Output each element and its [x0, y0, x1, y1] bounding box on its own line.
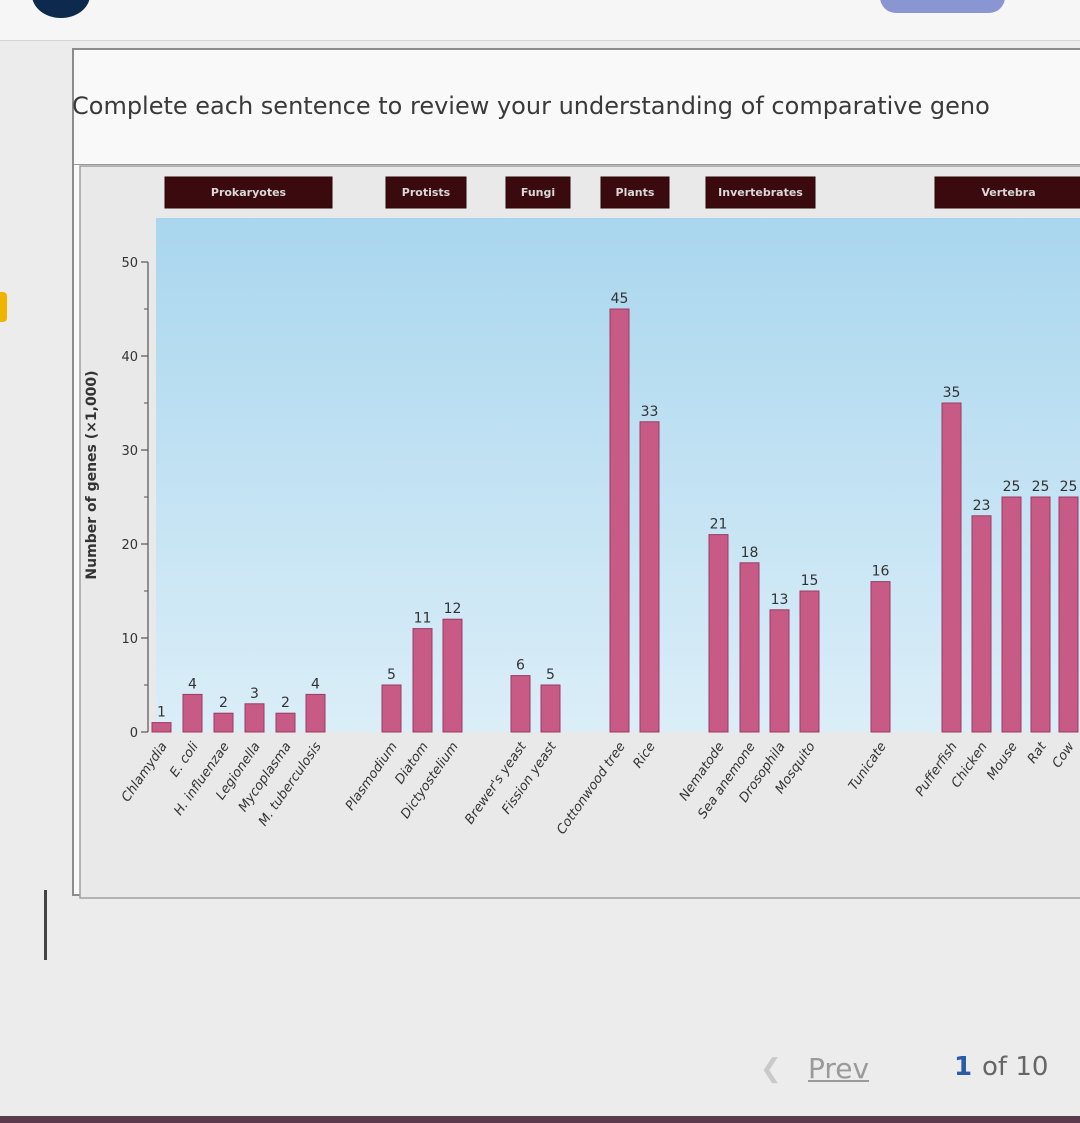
bar-value-label: 3: [250, 686, 259, 702]
bar: [971, 515, 992, 733]
bottom-bar: [0, 1116, 1080, 1123]
bar-value-label: 4: [188, 676, 197, 692]
bar: [182, 693, 203, 733]
bar: [510, 675, 531, 733]
bar: [305, 693, 326, 733]
card-edge: [44, 890, 47, 960]
top-bar: [0, 0, 1080, 41]
bar-value-label: 45: [611, 291, 629, 307]
y-tick-label: 10: [121, 632, 138, 647]
bar-value-label: 5: [546, 667, 555, 683]
bar: [639, 421, 660, 733]
top-action-button[interactable]: [880, 0, 1005, 13]
bar-value-label: 13: [771, 592, 789, 608]
bar-value-label: 33: [641, 404, 659, 420]
bar: [1001, 496, 1022, 733]
y-axis: 0 10 20 30 40 50: [121, 256, 149, 741]
bar-value-label: 12: [444, 601, 462, 617]
prev-button[interactable]: Prev: [808, 1052, 870, 1085]
bar-value-label: 35: [943, 385, 961, 401]
bar: [799, 590, 820, 733]
group-header-box: [505, 176, 571, 209]
chevron-left-icon[interactable]: ❮: [760, 1054, 782, 1084]
group-header-box: [385, 176, 467, 209]
pagination: ❮ Prev 1 of 10: [760, 1050, 1060, 1090]
side-tab-indicator: [0, 292, 7, 322]
bar: [708, 534, 729, 733]
instruction-text: Complete each sentence to review your un…: [72, 92, 990, 120]
group-header-label: Invertebrates: [718, 186, 803, 199]
y-tick-label: 0: [130, 726, 138, 741]
bar: [442, 618, 463, 733]
bar-value-label: 5: [387, 667, 396, 683]
title-divider: [74, 164, 1080, 165]
bar-value-label: 18: [741, 545, 759, 561]
bar: [739, 562, 760, 733]
page-current: 1: [954, 1052, 973, 1082]
group-header-label: Fungi: [521, 186, 555, 199]
y-tick-label: 30: [121, 444, 138, 459]
bar: [244, 703, 265, 733]
group-header-label: Vertebra: [981, 186, 1035, 199]
bar: [1030, 496, 1051, 733]
bar: [412, 628, 433, 733]
y-tick-label: 40: [121, 350, 138, 365]
bar-value-label: 6: [516, 658, 525, 674]
bar-value-label: 4: [311, 676, 320, 692]
bar: [151, 722, 172, 733]
group-header-box: [164, 176, 333, 209]
bar: [213, 712, 234, 733]
bar-value-label: 15: [801, 573, 819, 589]
bar-value-label: 25: [1003, 479, 1021, 495]
bar-value-label: 1: [157, 705, 166, 721]
group-header-label: Plants: [616, 186, 655, 199]
bar: [769, 609, 790, 733]
y-tick-label: 50: [121, 256, 138, 271]
bar: [540, 684, 561, 733]
bar-value-label: 25: [1060, 479, 1078, 495]
bar-value-label: 16: [872, 564, 890, 580]
bar: [381, 684, 402, 733]
bar-value-label: 23: [973, 498, 991, 514]
bar: [275, 712, 296, 733]
group-header-label: Prokaryotes: [211, 186, 287, 199]
y-axis-title: Number of genes (×1,000): [84, 370, 100, 579]
y-tick-label: 20: [121, 538, 138, 553]
bar-value-label: 2: [219, 695, 228, 711]
bar: [870, 581, 891, 733]
page-total: of 10: [982, 1052, 1049, 1082]
group-header-label: Protists: [402, 186, 451, 199]
group-header-box: [934, 176, 1080, 209]
bar-value-label: 2: [281, 695, 290, 711]
group-header-box: [705, 176, 816, 209]
logo: [32, 0, 90, 18]
group-header-box: [600, 176, 670, 209]
bar-value-label: 21: [710, 517, 728, 533]
bar-value-label: 11: [414, 611, 432, 627]
bar: [609, 308, 630, 733]
bar: [1058, 496, 1079, 733]
bar: [941, 402, 962, 733]
bar-value-label: 25: [1032, 479, 1050, 495]
